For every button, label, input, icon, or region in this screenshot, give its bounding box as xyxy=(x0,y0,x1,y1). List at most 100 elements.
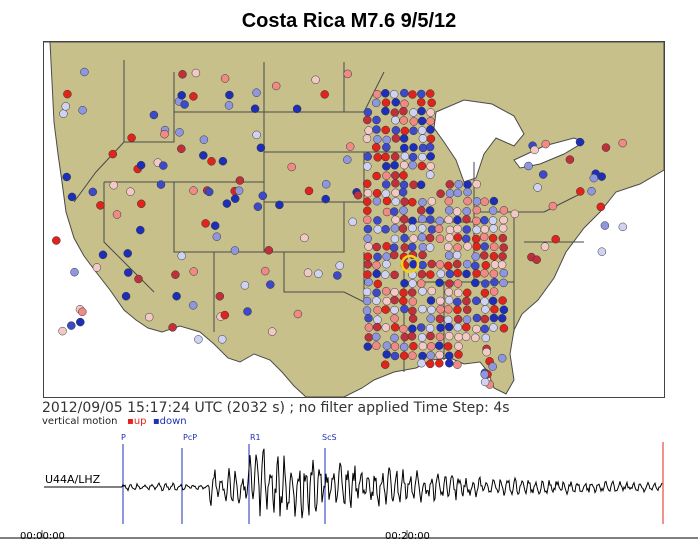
station-marker xyxy=(389,89,399,99)
station-marker xyxy=(59,109,68,118)
station-marker xyxy=(390,270,399,280)
station-marker xyxy=(471,261,480,271)
station-marker xyxy=(462,207,471,216)
station-marker xyxy=(159,161,168,170)
station-marker xyxy=(524,161,533,171)
station-marker xyxy=(445,358,454,368)
station-marker xyxy=(381,89,390,98)
station-marker xyxy=(488,216,498,225)
station-marker xyxy=(408,216,417,226)
station-marker xyxy=(258,191,268,201)
station-marker xyxy=(481,261,491,270)
station-marker xyxy=(490,260,500,269)
station-marker xyxy=(587,186,596,196)
station-marker xyxy=(399,206,408,215)
station-marker xyxy=(418,214,427,224)
station-marker xyxy=(321,194,330,204)
station-marker xyxy=(427,259,436,269)
station-marker xyxy=(390,161,399,170)
station-marker xyxy=(436,296,445,306)
station-marker xyxy=(92,263,102,272)
station-marker xyxy=(435,332,445,342)
station-marker xyxy=(426,215,435,224)
station-marker xyxy=(220,74,230,83)
station-marker xyxy=(399,106,408,116)
station-marker xyxy=(212,232,222,241)
station-marker xyxy=(436,269,446,279)
station-marker xyxy=(389,207,399,216)
station-marker xyxy=(541,139,550,149)
station-marker xyxy=(382,242,391,251)
station-marker xyxy=(471,252,480,261)
station-marker xyxy=(435,314,445,324)
station-marker xyxy=(136,160,146,170)
station-marker xyxy=(407,288,417,297)
station-marker xyxy=(453,233,463,242)
station-marker xyxy=(362,306,372,315)
station-marker xyxy=(472,242,481,251)
station-marker xyxy=(364,313,373,323)
station-marker xyxy=(471,278,480,288)
station-marker xyxy=(454,179,463,189)
station-marker xyxy=(390,108,400,117)
station-marker xyxy=(364,242,373,251)
station-marker xyxy=(498,233,508,243)
station-marker xyxy=(191,68,201,78)
station-marker xyxy=(435,260,445,269)
station-marker xyxy=(480,225,490,234)
station-marker xyxy=(126,187,135,196)
station-marker xyxy=(497,314,507,323)
station-marker xyxy=(408,160,417,170)
station-marker xyxy=(436,323,445,332)
station-marker xyxy=(417,116,427,126)
station-marker xyxy=(382,259,391,269)
station-marker xyxy=(418,152,427,162)
station-marker xyxy=(418,198,427,207)
station-marker xyxy=(435,278,444,287)
station-marker xyxy=(453,314,463,324)
station-marker xyxy=(399,160,409,170)
station-marker xyxy=(70,267,79,277)
station-marker xyxy=(348,217,357,227)
station-marker xyxy=(426,152,435,161)
station-marker xyxy=(189,267,198,276)
station-marker xyxy=(426,116,435,126)
station-marker xyxy=(489,323,498,332)
station-marker xyxy=(409,108,418,117)
station-marker xyxy=(407,332,417,341)
station-marker xyxy=(235,176,245,185)
station-marker xyxy=(418,250,427,260)
station-marker xyxy=(481,333,491,343)
station-marker xyxy=(399,171,408,180)
station-marker xyxy=(391,215,400,225)
station-marker xyxy=(398,187,408,197)
station-marker xyxy=(472,216,481,226)
station-marker xyxy=(391,115,400,125)
station-marker xyxy=(345,142,355,151)
station-marker xyxy=(177,144,186,154)
station-marker xyxy=(362,296,372,306)
station-marker xyxy=(427,305,436,315)
station-marker xyxy=(177,91,186,100)
station-marker xyxy=(418,351,427,361)
station-marker xyxy=(488,362,497,371)
station-marker xyxy=(400,143,409,153)
station-marker xyxy=(425,142,435,152)
station-marker xyxy=(372,171,381,181)
station-marker xyxy=(160,129,169,139)
station-marker xyxy=(480,324,489,334)
legend-motion-label: vertical motion xyxy=(42,416,118,427)
station-marker xyxy=(417,126,427,135)
phase-label-r1: R1 xyxy=(250,433,261,442)
station-marker xyxy=(67,321,76,330)
station-marker xyxy=(481,279,490,288)
station-marker xyxy=(373,216,382,225)
seismic-station-map[interactable] xyxy=(43,41,665,398)
station-marker xyxy=(463,242,472,251)
station-marker xyxy=(390,314,399,323)
station-marker xyxy=(123,268,133,277)
station-marker xyxy=(362,179,372,188)
station-marker xyxy=(109,180,118,190)
station-marker xyxy=(171,270,180,279)
station-marker xyxy=(409,341,418,351)
